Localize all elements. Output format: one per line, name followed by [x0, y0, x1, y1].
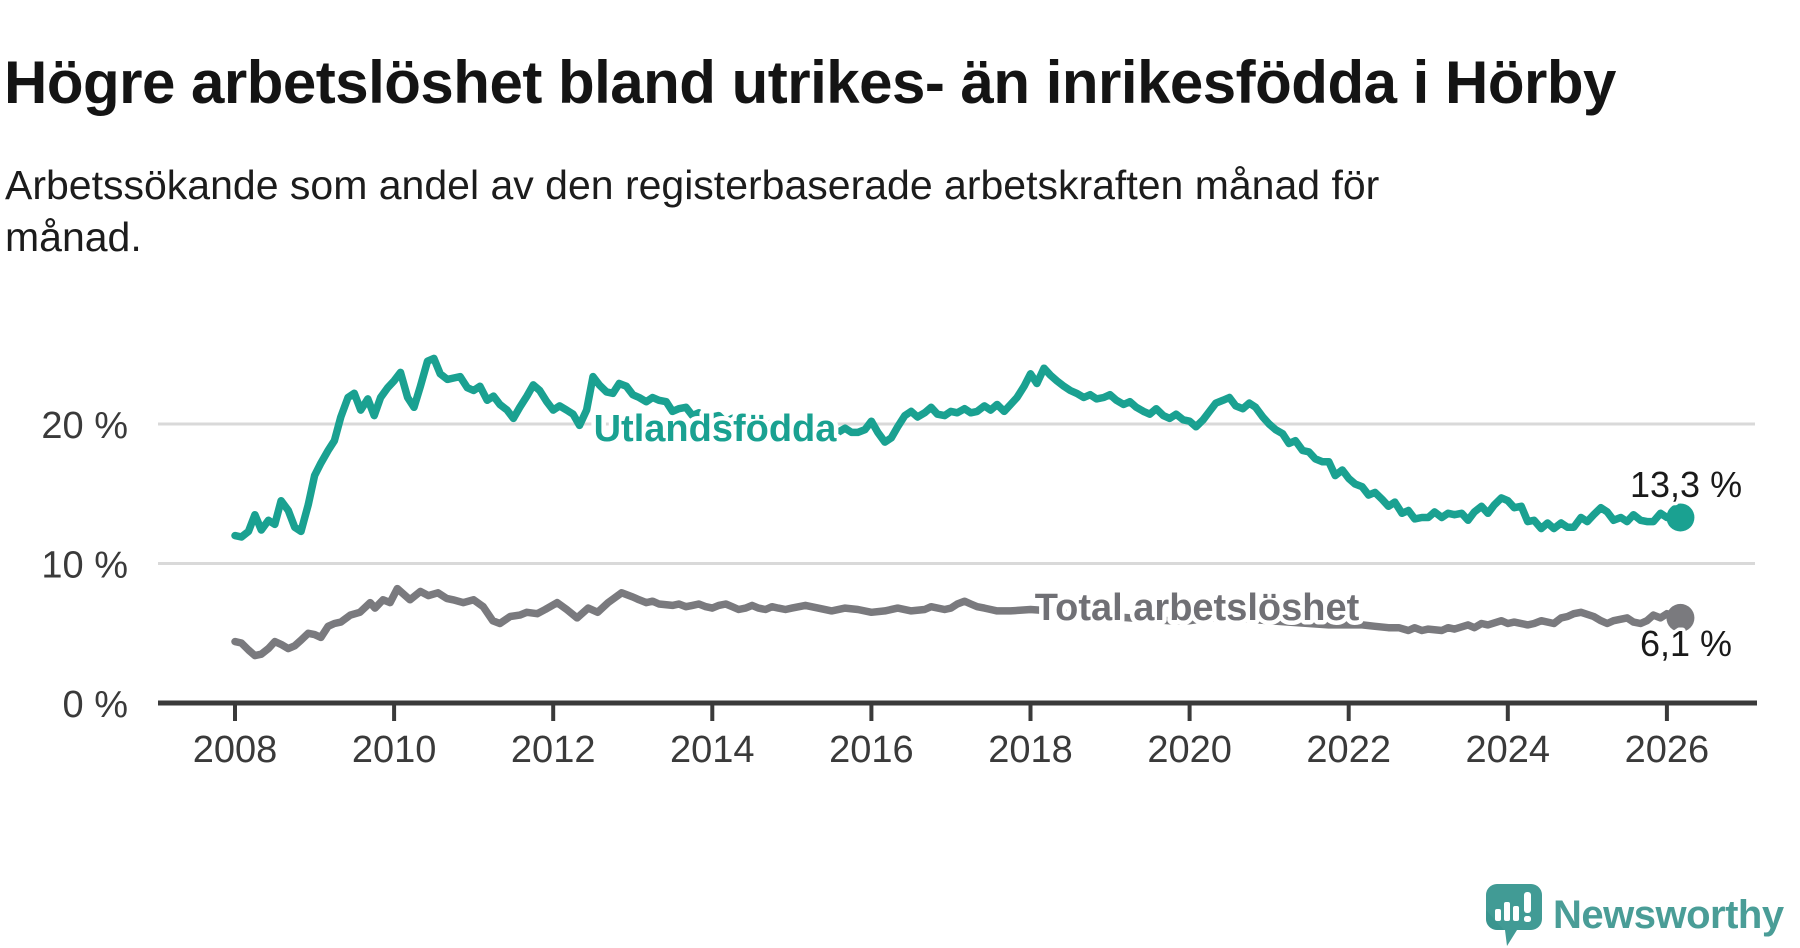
page-title: Högre arbetslöshet bland utrikes- än inr…: [4, 49, 1616, 117]
newsworthy-speech-bubble-bar-chart-icon: [1486, 884, 1542, 946]
end-value-label-total: 6,1 %: [1640, 623, 1732, 664]
x-tick-label-2012: 2012: [511, 729, 596, 771]
chart-subtitle: Arbetssökande som andel av den registerb…: [5, 162, 1380, 261]
exclamation-icon: [1524, 892, 1531, 922]
x-tick-label-2026: 2026: [1625, 729, 1710, 771]
x-tick-label-2010: 2010: [352, 729, 437, 771]
x-tick-label-2018: 2018: [988, 729, 1073, 771]
series-inline-labels: Utlandsfödda Total arbetslöshet: [589, 404, 1364, 634]
bar-chart-icon: [1495, 902, 1519, 921]
series-end-value-labels: 13,3 % 6,1 %: [1627, 461, 1746, 668]
x-tick-label-2024: 2024: [1466, 729, 1551, 771]
x-tick-label-2022: 2022: [1306, 729, 1391, 771]
series-end-dot-utlandsfodda: [1666, 503, 1695, 532]
x-tick-label-2020: 2020: [1147, 729, 1232, 771]
newsworthy-logo-text: Newsworthy: [1553, 892, 1784, 937]
x-axis-tick-labels: 2008 2010 2012 2014 2016 2018 2020 2022 2024 2026: [193, 729, 1709, 771]
series-end-dots: [1666, 503, 1695, 632]
series-end-dot-total: [1666, 603, 1695, 632]
x-tick-label-2016: 2016: [829, 729, 914, 771]
newsworthy-logo: Newsworthy: [1486, 884, 1784, 946]
end-value-label-utlandsfodda: 13,3 %: [1630, 464, 1742, 505]
series-lines: [231, 354, 1685, 660]
series-label-total: Total arbetslöshet: [1035, 587, 1360, 629]
gridlines: [158, 422, 1755, 565]
y-tick-label-0: 0 %: [63, 684, 128, 726]
series-line-utlandsfodda: [231, 354, 1685, 541]
x-axis: [158, 700, 1757, 721]
x-tick-label-2008: 2008: [193, 729, 278, 771]
y-tick-label-10: 10 %: [41, 545, 128, 587]
series-label-utlandsfodda: Utlandsfödda: [594, 408, 838, 450]
y-tick-label-20: 20 %: [41, 405, 128, 447]
x-tick-label-2014: 2014: [670, 729, 755, 771]
y-axis-tick-labels: 0 % 10 % 20 %: [41, 405, 128, 726]
series-line-total: [231, 584, 1685, 660]
